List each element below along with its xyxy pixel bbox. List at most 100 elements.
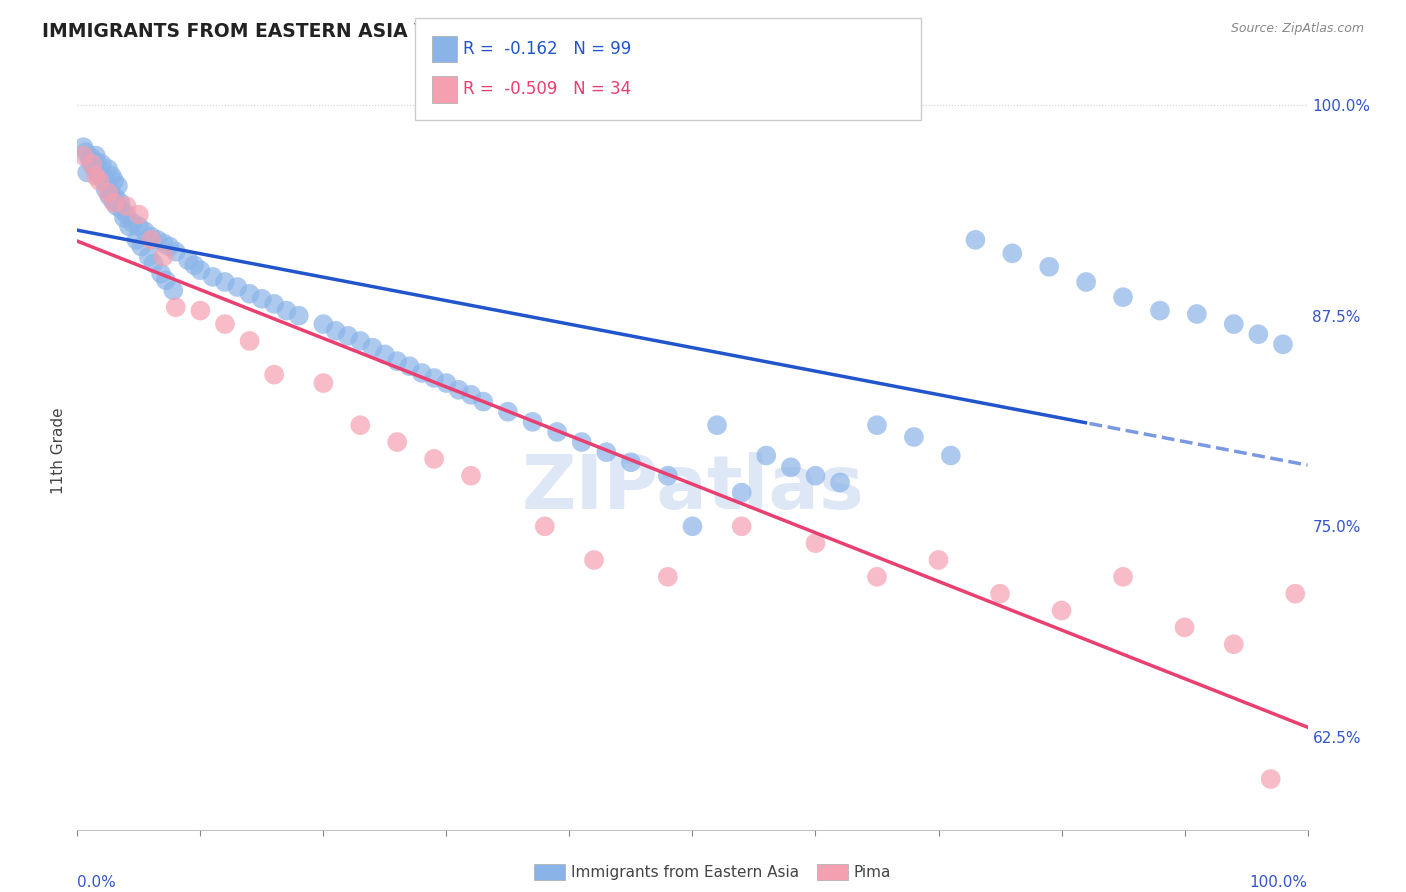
Point [115, 208, 138, 222]
Point [142, 256, 165, 270]
Point [94, 182, 117, 196]
Point [107, 178, 129, 193]
Text: 100.0%: 100.0% [1250, 875, 1308, 890]
Point [93, 174, 115, 188]
Point [82, 157, 104, 171]
Point [1260, 772, 1282, 786]
Point [447, 383, 470, 397]
Point [101, 194, 124, 208]
Text: Immigrants from Eastern Asia: Immigrants from Eastern Asia [571, 865, 799, 880]
Point [162, 284, 184, 298]
Point [128, 208, 150, 222]
Point [82, 159, 104, 173]
Point [79, 152, 101, 166]
Point [141, 229, 163, 244]
Point [82, 157, 104, 171]
Point [731, 485, 754, 500]
Point [103, 174, 125, 188]
Point [100, 184, 122, 198]
Point [312, 376, 335, 390]
Point [165, 300, 187, 314]
Point [152, 250, 174, 264]
Text: IMMIGRANTS FROM EASTERN ASIA VS PIMA 11TH GRADE CORRELATION CHART: IMMIGRANTS FROM EASTERN ASIA VS PIMA 11T… [42, 22, 875, 41]
Point [755, 449, 778, 463]
Point [460, 468, 482, 483]
Point [101, 169, 124, 183]
Point [385, 354, 409, 368]
Point [128, 219, 150, 234]
Point [866, 570, 889, 584]
Point [72, 140, 94, 154]
Point [263, 297, 285, 311]
Point [103, 195, 125, 210]
Point [97, 162, 120, 177]
Point [239, 286, 262, 301]
Text: Pima: Pima [853, 865, 891, 880]
Point [682, 519, 704, 533]
Point [84, 148, 107, 162]
Point [201, 269, 224, 284]
Point [706, 418, 728, 433]
Point [121, 216, 143, 230]
Point [72, 148, 94, 162]
Point [146, 233, 169, 247]
Text: R =  -0.162   N = 99: R = -0.162 N = 99 [463, 40, 631, 58]
Point [939, 449, 962, 463]
Point [620, 455, 643, 469]
Point [152, 236, 174, 251]
Point [188, 303, 212, 318]
Point [1185, 307, 1208, 321]
Point [91, 170, 114, 185]
Point [87, 167, 110, 181]
Point [657, 468, 679, 483]
Point [110, 195, 132, 210]
Point [398, 359, 420, 374]
Point [385, 435, 409, 450]
Point [134, 224, 156, 238]
Point [105, 199, 128, 213]
Point [1247, 327, 1270, 342]
Text: R =  -0.509   N = 34: R = -0.509 N = 34 [463, 80, 631, 98]
Point [84, 169, 107, 183]
Point [183, 258, 205, 272]
Point [1112, 570, 1135, 584]
Text: ZIPatlas: ZIPatlas [522, 452, 863, 524]
Point [165, 244, 187, 259]
Point [76, 165, 98, 179]
Point [96, 178, 118, 192]
Point [188, 263, 212, 277]
Point [1001, 246, 1024, 260]
Point [115, 199, 138, 213]
Point [86, 155, 108, 169]
Point [1112, 290, 1135, 304]
Point [1284, 587, 1306, 601]
Point [1223, 637, 1246, 651]
Point [112, 211, 135, 225]
Point [159, 239, 181, 253]
Point [89, 165, 111, 179]
Point [1149, 303, 1171, 318]
Point [263, 368, 285, 382]
Point [1050, 603, 1073, 617]
Point [411, 366, 433, 380]
Point [214, 275, 236, 289]
Text: 0.0%: 0.0% [77, 875, 117, 890]
Point [155, 273, 177, 287]
Point [866, 418, 889, 433]
Point [546, 425, 568, 439]
Point [928, 553, 950, 567]
Point [97, 186, 120, 200]
Point [1223, 317, 1246, 331]
Point [288, 309, 311, 323]
Point [804, 536, 827, 550]
Point [780, 460, 803, 475]
Point [965, 233, 987, 247]
Point [496, 405, 519, 419]
Point [125, 233, 148, 247]
Point [423, 371, 446, 385]
Point [903, 430, 925, 444]
Point [349, 334, 371, 348]
Point [150, 267, 173, 281]
Point [522, 415, 544, 429]
Point [1076, 275, 1098, 289]
